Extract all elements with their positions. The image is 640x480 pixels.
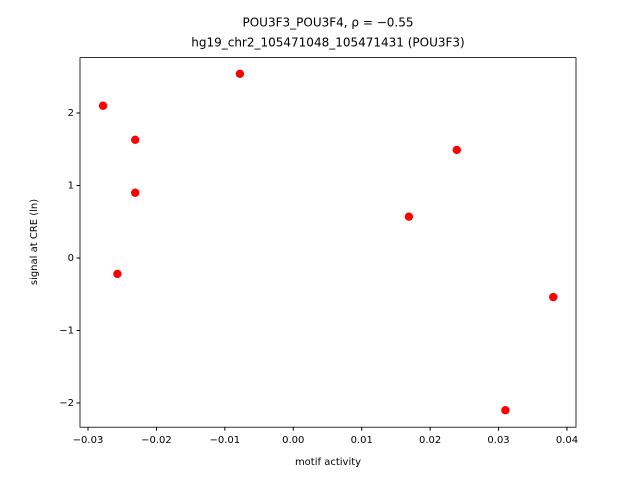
y-tick-label: −1 [59, 325, 74, 336]
x-tick-label: 0.04 [556, 435, 578, 446]
point [452, 145, 462, 155]
x-tick-label: 0.02 [419, 435, 441, 446]
point [131, 188, 140, 197]
y-tick-label: 1 [68, 180, 74, 191]
y-tick-label: −2 [59, 398, 74, 409]
chart-subtitle: hg19_chr2_105471048_105471431 (POU3F3) [191, 36, 465, 50]
x-tick-label: 0.03 [487, 435, 509, 446]
x-axis-label: motif activity [295, 457, 361, 468]
point [549, 292, 558, 302]
point [235, 69, 245, 79]
point [404, 212, 414, 221]
x-tick-label: −0.01 [210, 435, 241, 446]
x-tick-label: 0.01 [351, 435, 373, 446]
point [501, 406, 510, 415]
point [113, 269, 122, 279]
plot-frame [79, 57, 577, 428]
x-tick-label: −0.03 [73, 435, 104, 446]
point [98, 101, 108, 110]
point [131, 135, 140, 145]
x-tick-label: 0.00 [282, 435, 304, 446]
y-tick-label: 2 [68, 108, 74, 119]
y-axis-label: signal at CRE (ln) [29, 199, 40, 285]
chart-title: POU3F3_POU3F4, ρ = −0.55 [243, 16, 414, 30]
y-tick-label: 0 [68, 253, 74, 264]
x-tick-label: −0.02 [141, 435, 172, 446]
